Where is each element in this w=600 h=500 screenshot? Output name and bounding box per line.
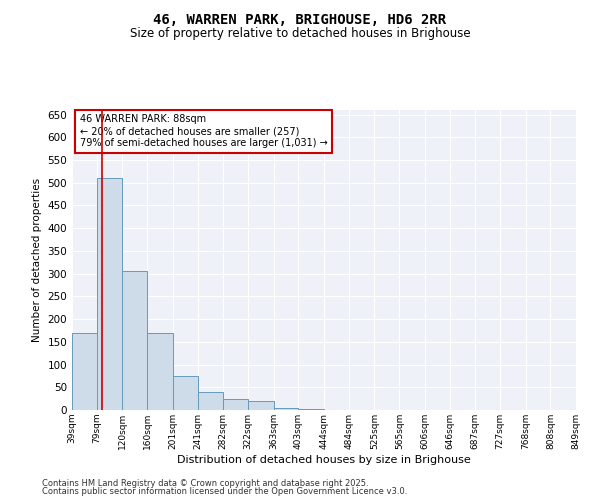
Bar xyxy=(274,408,298,410)
Bar xyxy=(223,398,248,410)
Text: 46 WARREN PARK: 88sqm
← 20% of detached houses are smaller (257)
79% of semi-det: 46 WARREN PARK: 88sqm ← 20% of detached … xyxy=(80,114,328,148)
Bar xyxy=(147,332,173,410)
Text: Contains public sector information licensed under the Open Government Licence v3: Contains public sector information licen… xyxy=(42,487,407,496)
Bar xyxy=(122,272,147,410)
Bar xyxy=(197,392,223,410)
X-axis label: Distribution of detached houses by size in Brighouse: Distribution of detached houses by size … xyxy=(177,454,471,464)
Y-axis label: Number of detached properties: Number of detached properties xyxy=(32,178,42,342)
Bar xyxy=(97,178,122,410)
Text: Contains HM Land Registry data © Crown copyright and database right 2025.: Contains HM Land Registry data © Crown c… xyxy=(42,478,368,488)
Text: 46, WARREN PARK, BRIGHOUSE, HD6 2RR: 46, WARREN PARK, BRIGHOUSE, HD6 2RR xyxy=(154,12,446,26)
Bar xyxy=(298,409,324,410)
Bar xyxy=(248,401,274,410)
Text: Size of property relative to detached houses in Brighouse: Size of property relative to detached ho… xyxy=(130,28,470,40)
Bar xyxy=(173,376,197,410)
Bar xyxy=(72,332,97,410)
